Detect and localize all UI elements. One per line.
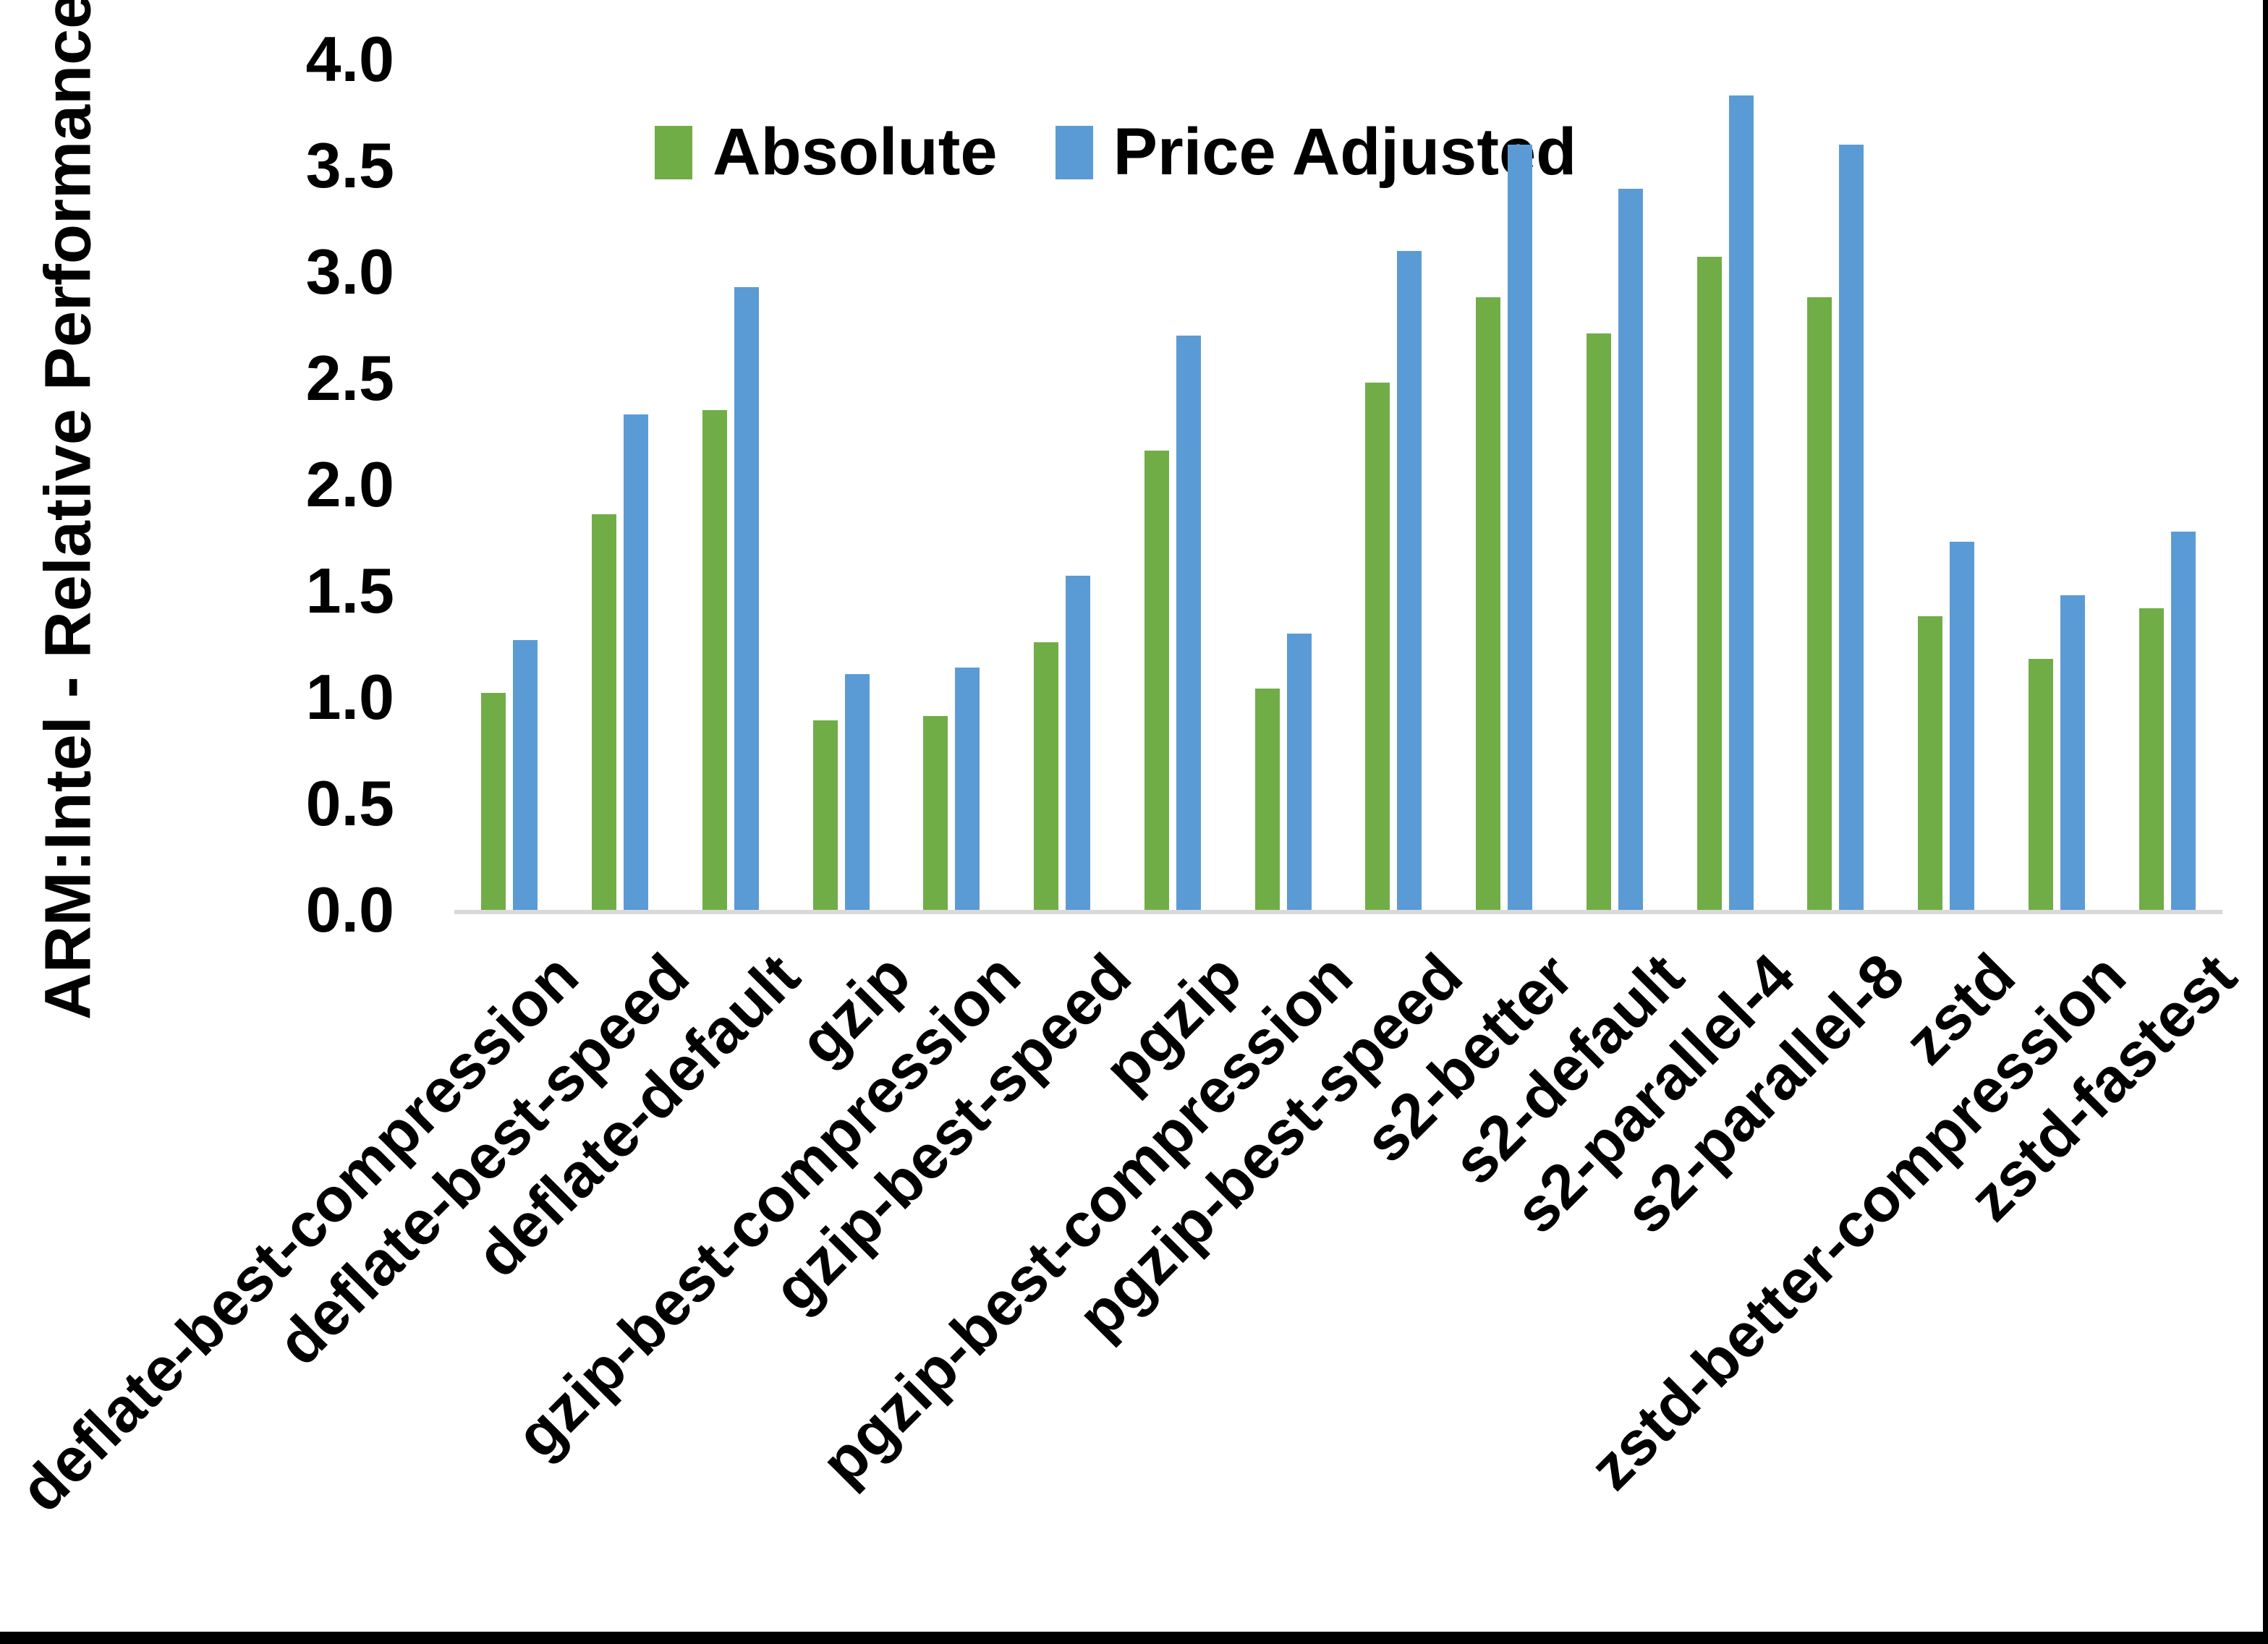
bar-group bbox=[2002, 59, 2112, 910]
legend-item-price-adjusted: Price Adjusted bbox=[1055, 114, 1577, 190]
bar-absolute bbox=[592, 514, 617, 910]
y-tick-label: 2.5 bbox=[305, 342, 394, 414]
bar-absolute bbox=[1365, 382, 1390, 910]
bar-price-adjusted bbox=[1950, 542, 1975, 910]
bar-price-adjusted bbox=[1286, 633, 1312, 910]
bar-group bbox=[896, 59, 1007, 910]
y-tick-label: 3.0 bbox=[305, 236, 394, 307]
bar-group bbox=[786, 59, 896, 910]
bar-absolute bbox=[1144, 450, 1169, 910]
bar-absolute bbox=[923, 716, 948, 910]
bar-price-adjusted bbox=[513, 639, 538, 910]
legend-swatch-price-adjusted bbox=[1055, 125, 1093, 179]
bar-absolute bbox=[1696, 257, 1722, 910]
bar-absolute bbox=[1807, 297, 1832, 910]
bar-absolute bbox=[481, 693, 506, 910]
bar-price-adjusted bbox=[1508, 144, 1533, 910]
bar-price-adjusted bbox=[1176, 336, 1201, 910]
bar-price-adjusted bbox=[734, 286, 759, 910]
bar-price-adjusted bbox=[1066, 576, 1091, 910]
bar-price-adjusted bbox=[1839, 144, 1864, 910]
bar-group bbox=[676, 59, 786, 910]
bar-price-adjusted bbox=[1618, 189, 1643, 910]
bar-group bbox=[1449, 59, 1560, 910]
bar-group bbox=[1007, 59, 1118, 910]
bar-group bbox=[1780, 59, 1891, 910]
bar-group bbox=[454, 59, 565, 910]
legend-item-absolute: Absolute bbox=[655, 114, 998, 190]
bar-absolute bbox=[1476, 297, 1501, 910]
bar-absolute bbox=[1034, 642, 1059, 910]
bar-absolute bbox=[2028, 659, 2053, 910]
bar-price-adjusted bbox=[844, 673, 870, 910]
bar-group bbox=[1891, 59, 2002, 910]
legend: Absolute Price Adjusted bbox=[655, 114, 1576, 190]
y-tick-label: 2.0 bbox=[305, 448, 394, 520]
bar-absolute bbox=[702, 410, 727, 910]
bar-price-adjusted bbox=[1728, 95, 1754, 910]
bar-group bbox=[1670, 59, 1780, 910]
y-tick-label: 4.0 bbox=[305, 23, 394, 95]
bar-price-adjusted bbox=[1397, 250, 1422, 910]
y-tick-label: 0.5 bbox=[305, 767, 394, 839]
bar-absolute bbox=[812, 720, 838, 910]
y-tick-label: 3.5 bbox=[305, 129, 394, 201]
x-axis-line bbox=[454, 910, 2222, 914]
bar-absolute bbox=[2139, 608, 2164, 910]
y-axis-title: ARM:Intel - Relative Performance bbox=[32, 0, 105, 1021]
bar-price-adjusted bbox=[624, 414, 649, 910]
bar-groups bbox=[454, 59, 2222, 910]
bar-absolute bbox=[1918, 616, 1943, 910]
plot-area bbox=[454, 59, 2222, 914]
bar-price-adjusted bbox=[2060, 595, 2085, 910]
bar-group bbox=[1228, 59, 1338, 910]
bar-group bbox=[2112, 59, 2222, 910]
legend-label-absolute: Absolute bbox=[713, 115, 998, 189]
bar-absolute bbox=[1586, 333, 1611, 910]
frame-right-edge bbox=[2263, 0, 2268, 1644]
bar-price-adjusted bbox=[955, 667, 980, 910]
bar-group bbox=[1560, 59, 1670, 910]
bar-price-adjusted bbox=[2170, 531, 2196, 910]
y-tick-label: 1.5 bbox=[305, 555, 394, 626]
legend-label-price-adjusted: Price Adjusted bbox=[1113, 115, 1577, 189]
bar-group bbox=[1118, 59, 1228, 910]
y-tick-label: 0.0 bbox=[305, 874, 394, 945]
bar-absolute bbox=[1254, 689, 1280, 910]
bar-group bbox=[1338, 59, 1449, 910]
legend-swatch-absolute bbox=[655, 125, 692, 179]
bar-group bbox=[565, 59, 676, 910]
frame-bottom-edge bbox=[0, 1632, 2268, 1644]
y-tick-label: 1.0 bbox=[305, 661, 394, 733]
